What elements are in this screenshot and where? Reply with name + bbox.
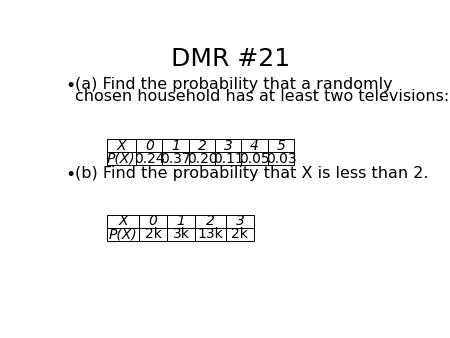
Text: 3k: 3k <box>173 227 189 241</box>
Text: 0.05: 0.05 <box>239 152 270 166</box>
Text: (b) Find the probability that X is less than 2.: (b) Find the probability that X is less … <box>75 166 428 181</box>
Bar <box>268 139 294 152</box>
Text: 1: 1 <box>176 214 185 228</box>
Text: •: • <box>66 166 76 184</box>
Bar <box>136 139 162 152</box>
Text: X: X <box>118 214 128 228</box>
Bar <box>226 215 254 228</box>
Text: 0.24: 0.24 <box>134 152 165 166</box>
Text: 0.03: 0.03 <box>266 152 296 166</box>
Text: 2: 2 <box>206 214 215 228</box>
Text: X: X <box>117 139 126 153</box>
Bar <box>195 215 226 228</box>
Bar <box>167 228 195 241</box>
Text: 0.20: 0.20 <box>187 152 217 166</box>
Bar <box>107 215 139 228</box>
Text: DMR #21: DMR #21 <box>171 47 290 71</box>
Text: 2: 2 <box>198 139 207 153</box>
Text: P(X): P(X) <box>108 227 137 241</box>
Bar <box>107 152 136 165</box>
Bar <box>107 139 136 152</box>
Bar <box>162 152 189 165</box>
Text: 4: 4 <box>250 139 259 153</box>
Text: 5: 5 <box>277 139 285 153</box>
Bar <box>226 228 254 241</box>
Bar <box>189 139 215 152</box>
Bar <box>189 152 215 165</box>
Bar <box>167 215 195 228</box>
Text: (a) Find the probability that a randomly: (a) Find the probability that a randomly <box>75 77 392 92</box>
Text: 0: 0 <box>145 139 154 153</box>
Text: 0.37: 0.37 <box>160 152 191 166</box>
Bar <box>195 228 226 241</box>
Bar <box>215 139 242 152</box>
Bar <box>268 152 294 165</box>
Text: 2k: 2k <box>231 227 248 241</box>
Text: 0: 0 <box>148 214 157 228</box>
Text: •: • <box>66 77 76 95</box>
Text: 2k: 2k <box>145 227 162 241</box>
Bar <box>162 139 189 152</box>
Text: 1: 1 <box>171 139 180 153</box>
Bar <box>139 215 167 228</box>
Text: 13k: 13k <box>198 227 223 241</box>
Text: 0.11: 0.11 <box>213 152 244 166</box>
Bar <box>139 228 167 241</box>
Bar <box>107 228 139 241</box>
Text: 3: 3 <box>235 214 244 228</box>
Text: P(X): P(X) <box>107 152 135 166</box>
Text: chosen household has at least two televisions:: chosen household has at least two televi… <box>75 89 449 104</box>
Bar <box>136 152 162 165</box>
Bar <box>215 152 242 165</box>
Text: 3: 3 <box>224 139 233 153</box>
Bar <box>242 152 268 165</box>
Bar <box>242 139 268 152</box>
